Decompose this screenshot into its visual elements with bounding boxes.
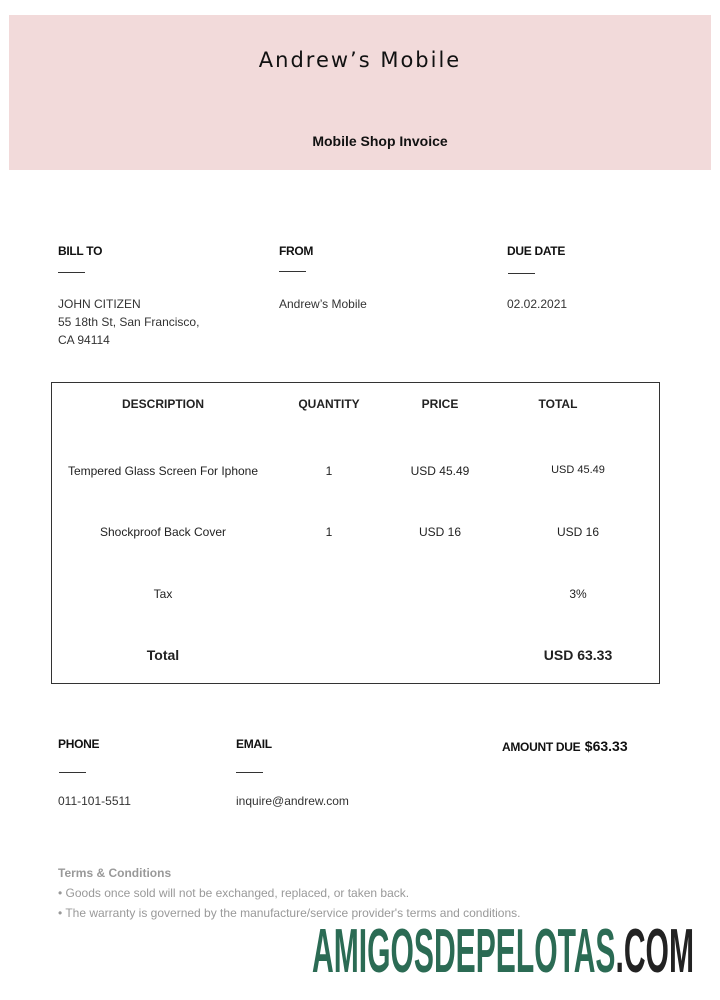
line-items-table: DESCRIPTION QUANTITY PRICE TOTAL Tempere…: [51, 382, 660, 684]
bill-to-label: BILL TO: [58, 244, 103, 258]
divider: [236, 772, 263, 773]
col-total: TOTAL: [538, 397, 578, 411]
invoice-header: [9, 15, 711, 170]
row1-quantity: 1: [325, 464, 333, 478]
col-price: PRICE: [421, 397, 459, 411]
terms-title: Terms & Conditions: [58, 866, 172, 880]
row2-price: USD 16: [418, 525, 462, 539]
email-value: inquire@andrew.com: [236, 794, 349, 808]
due-date-label: DUE DATE: [507, 244, 566, 258]
divider: [58, 272, 85, 273]
row2-description: Shockproof Back Cover: [99, 525, 227, 539]
watermark-main: AMIGOSDEPELOTAS: [312, 924, 615, 976]
due-date-value: 02.02.2021: [507, 297, 568, 311]
divider: [508, 273, 535, 274]
row1-description: Tempered Glass Screen For Iphone: [67, 464, 259, 478]
from-label: FROM: [279, 244, 314, 258]
row2-quantity: 1: [325, 525, 333, 539]
watermark-suffix: .COM: [615, 924, 694, 976]
terms-item: • Goods once sold will not be exchanged,…: [58, 886, 410, 900]
amount-due-label: AMOUNT DUE: [502, 740, 581, 754]
watermark-text: AMIGOSDEPELOTAS.COM: [312, 924, 694, 976]
total-label: Total: [146, 647, 180, 663]
phone-label: PHONE: [58, 737, 100, 751]
bill-to-street: 55 18th St, San Francisco,: [58, 315, 200, 329]
row2-total: USD 16: [556, 525, 600, 539]
amount-due-value: $63.33: [584, 738, 628, 754]
divider: [59, 772, 86, 773]
tax-label: Tax: [153, 587, 173, 601]
email-label: EMAIL: [236, 737, 272, 751]
terms-item: • The warranty is governed by the manufa…: [58, 906, 521, 920]
bill-to-city: CA 94114: [58, 333, 110, 347]
col-description: DESCRIPTION: [121, 397, 204, 411]
tax-value: 3%: [569, 587, 587, 601]
invoice-subtitle: Mobile Shop Invoice: [312, 133, 448, 149]
row1-total: USD 45.49: [551, 464, 605, 476]
total-value: USD 63.33: [543, 647, 613, 663]
amount-due: AMOUNT DUE $63.33: [502, 738, 628, 756]
col-quantity: QUANTITY: [298, 397, 360, 411]
from-value: Andrew’s Mobile: [279, 297, 367, 311]
bill-to-name: JOHN CITIZEN: [58, 297, 141, 311]
divider: [279, 271, 306, 272]
row1-price: USD 45.49: [410, 464, 470, 478]
bill-to-address: JOHN CITIZEN 55 18th St, San Francisco, …: [58, 295, 199, 349]
phone-value: 011-101-5511: [58, 794, 131, 808]
shop-title: Andrew’s Mobile: [258, 48, 462, 72]
watermark-logo: AMIGOSDEPELOTAS.COM: [312, 924, 694, 976]
